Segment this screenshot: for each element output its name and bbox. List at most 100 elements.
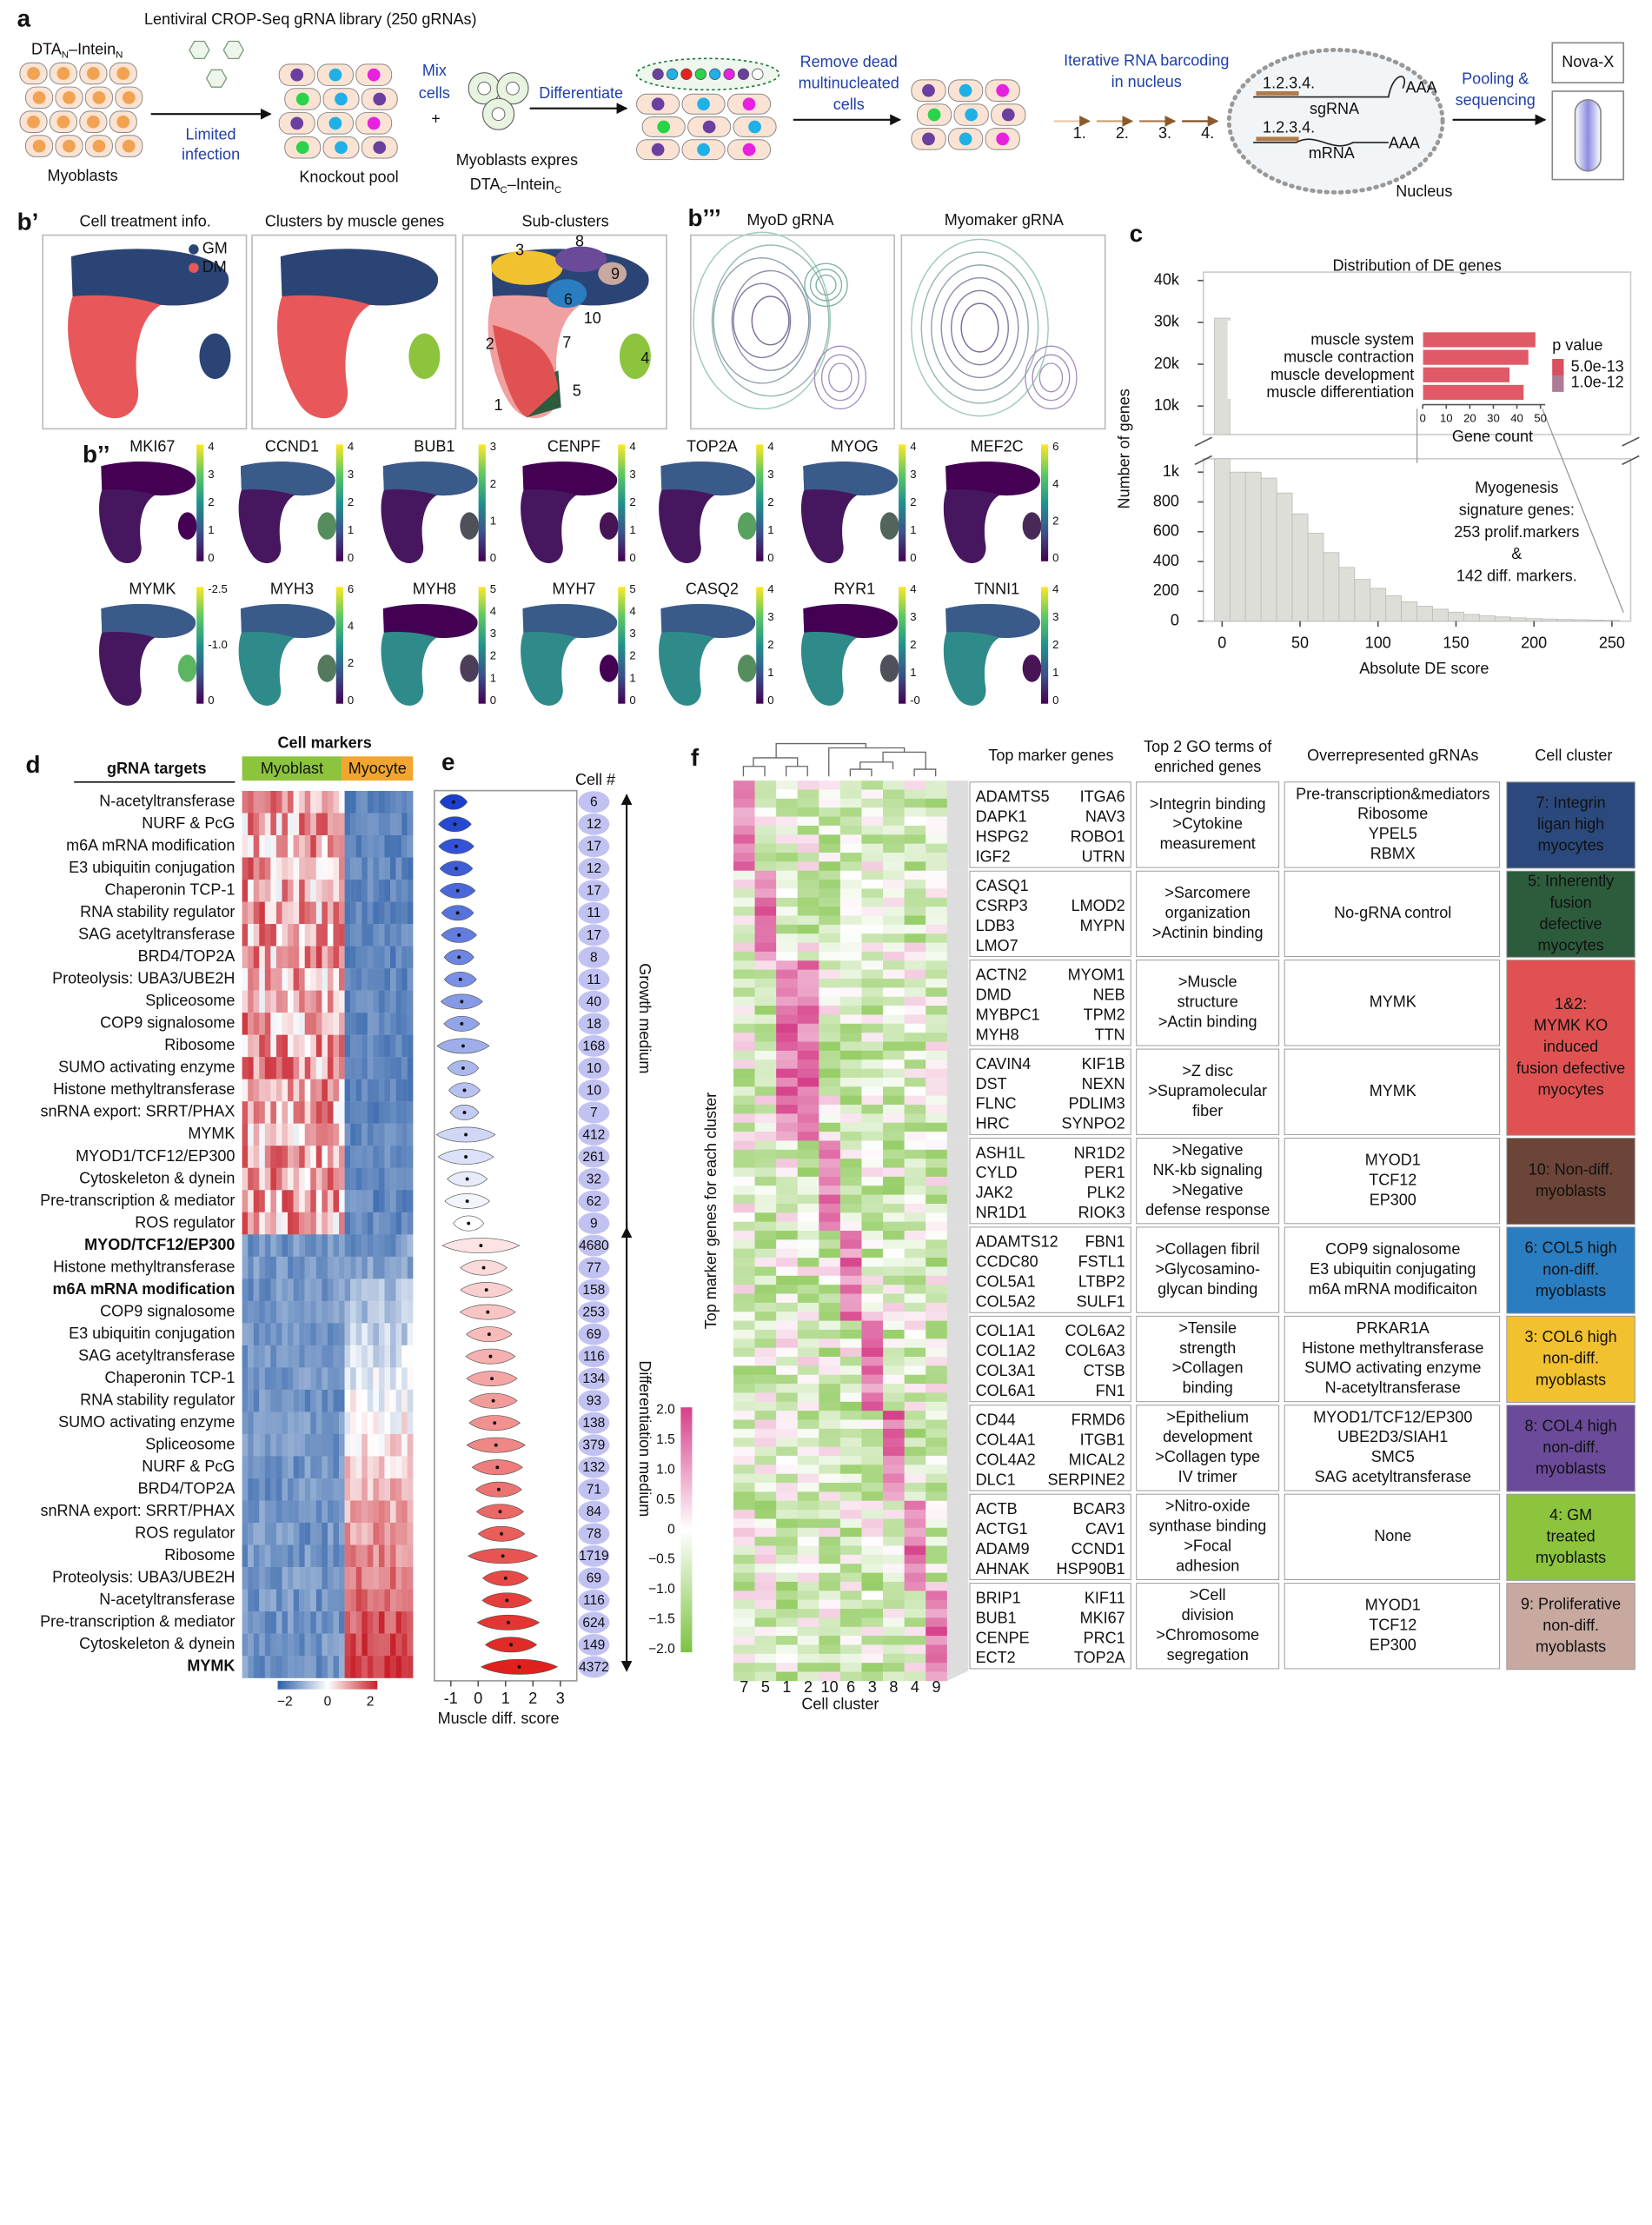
heatmap-cell [275,880,282,902]
heatmap-cell [299,968,305,991]
cell-count: 17 [587,840,601,854]
heatmap-cell [333,1367,340,1391]
heatmap-cell [282,813,289,836]
heatmap-cell [733,1419,755,1430]
heatmap-cell [904,798,926,808]
heatmap-cell [327,1300,334,1324]
heatmap-cell [293,1101,300,1124]
heatmap-cell [384,834,391,858]
heatmap-cell [819,816,841,827]
heatmap-cell [378,1123,385,1146]
heatmap-cell [373,1013,380,1035]
heatmap-cell [275,1656,282,1678]
step-label: + [431,110,441,128]
heatmap-cell [797,870,819,880]
heatmap-cell [776,1203,799,1213]
heatmap-cell [861,1239,884,1250]
gene: FBN1 [1085,1233,1125,1251]
cell-count: 11 [587,906,600,920]
heatmap-cell [861,1591,884,1600]
heatmap-cell [315,1323,322,1346]
heatmap-cell [407,1367,414,1391]
heatmap-cell [883,1564,905,1573]
heatmap-cell [327,946,334,969]
umap-side [1022,654,1042,682]
heatmap-cell [293,1212,300,1235]
heatmap-cell [883,1465,905,1474]
gene-title: CASQ2 [686,580,739,597]
heatmap-cell [390,1478,396,1501]
heatmap-cell [259,857,265,880]
heatmap-cell [926,1140,948,1151]
heatmap-cell [754,1320,777,1331]
heatmap-cell [259,1234,265,1258]
heatmap-cell [248,1013,254,1035]
heatmap-cell [322,990,328,1013]
heatmap-cell [367,1633,374,1657]
heatmap-cell [390,1389,396,1412]
heatmap-cell [776,1275,799,1285]
heatmap-cell [242,1611,249,1634]
heatmap-cell [904,1167,926,1178]
heatmap-cell [883,1446,905,1457]
heatmap-cell [299,1279,305,1302]
heatmap-cell [883,897,905,907]
heatmap-cell [904,1186,926,1195]
colorbar [618,444,626,561]
virus-icon [189,40,210,60]
cell-count: 168 [582,1039,605,1053]
heatmap-cell [395,880,402,902]
heatmap-cell [310,1633,316,1657]
heatmap-cell [776,888,799,899]
heatmap-cell [333,880,340,902]
heatmap-cell [776,870,799,880]
colorbar-tick: 0 [324,1695,332,1710]
heatmap-cell [861,816,884,827]
cell-count: 12 [587,817,601,832]
heatmap-cell [333,834,340,858]
heatmap-cell [293,813,300,836]
heatmap-cell [270,1079,277,1102]
cell-box [1284,1226,1501,1313]
gene: HRC [976,1115,1010,1132]
heatmap-cell [883,1491,905,1502]
heatmap-cell [395,1279,402,1302]
heatmap-cell [384,1456,391,1479]
heatmap-cell [333,1323,340,1346]
text-part: N [116,50,123,60]
heatmap-cell [754,1149,777,1159]
heatmap-cell [282,1167,289,1191]
heatmap-cell [344,901,351,925]
myoblast-nucleus [491,107,506,122]
heatmap-cell [839,825,862,835]
heatmap-cell [883,1537,905,1546]
heatmap-cell [733,1248,755,1259]
heatmap-cell [797,1050,819,1060]
heatmap-cell [333,1256,340,1279]
heatmap-cell [819,1041,841,1052]
heatmap-cell [344,1034,351,1058]
heatmap-cell [754,1212,777,1222]
heatmap-cell [293,1633,300,1657]
heatmap-cell [904,1428,926,1438]
heatmap-cell [776,1617,799,1628]
heatmap-cell [839,1455,862,1465]
heatmap-cell [883,1041,905,1052]
heatmap-cell [339,1367,345,1391]
heatmap-cell [904,825,926,835]
heatmap-cell [390,990,396,1013]
heatmap-cell [926,979,948,988]
heatmap-cell [259,1656,265,1678]
row-label: Proteolysis: UBA3/UBE2H [52,1569,235,1586]
colorbar [756,587,764,704]
heatmap-cell [293,1013,300,1035]
step-label: in nucleus [1111,73,1182,90]
heatmap-cell [293,1589,300,1612]
heatmap-cell [395,1101,402,1124]
heatmap-cell [839,1221,862,1232]
heatmap-cell [401,790,408,814]
heatmap-cell [839,1419,862,1430]
heatmap-cell [362,1034,368,1058]
heatmap-cell [861,853,884,862]
step-label: multinucleated [799,75,899,92]
